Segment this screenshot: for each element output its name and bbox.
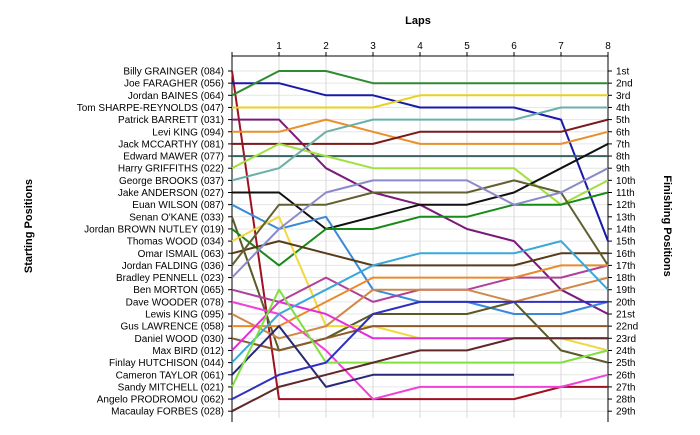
series-line xyxy=(232,118,609,145)
series-line xyxy=(231,300,608,400)
lap-tick-label: 7 xyxy=(558,41,564,52)
starting-position-label: Tom SHARPE-REYNOLDS (047) xyxy=(77,103,224,114)
starting-position-label: Lewis KING (095) xyxy=(145,310,224,321)
finishing-position-label: 15th xyxy=(616,237,635,248)
finishing-position-label: 6th xyxy=(616,127,630,138)
starting-position-label: Max BIRD (012) xyxy=(152,346,224,357)
finishing-position-label: 1st xyxy=(616,67,630,78)
starting-position-label: Jordan BROWN NUTLEY (019) xyxy=(84,224,224,235)
series-line xyxy=(231,288,609,388)
finishing-position-label: 21st xyxy=(616,310,635,321)
finishing-position-label: 25th xyxy=(616,358,635,369)
finishing-position-label: 9th xyxy=(616,164,630,175)
finishing-position-label: 23rd xyxy=(616,334,636,345)
finishing-position-label: 20th xyxy=(616,297,635,308)
series-line xyxy=(231,70,608,401)
finishing-position-label: 11th xyxy=(616,188,635,199)
finishing-position-label: 16th xyxy=(616,249,635,260)
finishing-position-label: 10th xyxy=(616,176,635,187)
starting-position-label: Ben MORTON (065) xyxy=(133,285,224,296)
finishing-position-label: 22nd xyxy=(616,322,638,333)
finishing-position-label: 27th xyxy=(616,382,635,393)
finishing-position-label: 13th xyxy=(616,212,635,223)
series-line xyxy=(231,240,608,267)
lap-tick-label: 2 xyxy=(323,41,329,52)
lap-tick-label: 6 xyxy=(511,41,517,52)
series-line xyxy=(231,337,608,413)
finishing-position-label: 24th xyxy=(616,346,635,357)
finishing-position-label: 14th xyxy=(616,224,635,235)
labels: 1 2 3 4 5 6 7 8 Billy GRAINGER (084)Joe FARAGHER… xyxy=(77,41,639,418)
starting-position-label: George BROOKS (037) xyxy=(119,176,224,187)
finishing-position-label: 12th xyxy=(616,200,635,211)
lap-tick-label: 4 xyxy=(417,41,423,52)
starting-position-label: Cameron TAYLOR (061) xyxy=(116,370,224,381)
starting-position-label: Bradley PENNELL (023) xyxy=(116,273,224,284)
starting-position-label: Euan WILSON (087) xyxy=(132,200,224,211)
series-line xyxy=(232,94,608,109)
finishing-position-label: 17th xyxy=(616,261,635,272)
starting-position-label: Senan O'KANE (033) xyxy=(129,212,224,223)
y-axis-right-label: Finishing Positions xyxy=(661,175,673,276)
series-line xyxy=(231,179,609,267)
starting-position-label: Dave WOODER (078) xyxy=(126,297,224,308)
series-line xyxy=(231,70,608,97)
finishing-position-label: 8th xyxy=(616,152,630,163)
starting-position-label: Omar ISMAIL (063) xyxy=(138,249,224,260)
series-line xyxy=(231,276,609,340)
finishing-position-label: 29th xyxy=(616,407,635,418)
series-line xyxy=(231,142,609,206)
lap-tick-label: 5 xyxy=(464,41,470,52)
y-axis-left-label: Starting Positions xyxy=(23,179,35,273)
starting-position-label: Macaulay FORBES (028) xyxy=(111,407,224,418)
starting-position-label: Joe FARAGHER (056) xyxy=(124,79,224,90)
starting-position-label: Jordan FALDING (036) xyxy=(122,261,224,272)
chart-title: Laps xyxy=(405,15,431,27)
starting-position-label: Angelo PRODROMOU (062) xyxy=(97,395,224,406)
finishing-position-label: 4th xyxy=(616,103,630,114)
starting-position-label: Patrick BARRETT (031) xyxy=(118,115,224,126)
series-line xyxy=(231,240,609,364)
finishing-position-label: 3rd xyxy=(616,91,630,102)
series-line xyxy=(232,264,608,328)
finishing-position-label: 19th xyxy=(616,285,635,296)
series-lines xyxy=(231,70,609,413)
series-line xyxy=(231,300,609,401)
finishing-position-label: 7th xyxy=(616,139,630,150)
starting-position-label: Gus LAWRENCE (058) xyxy=(120,322,224,333)
finishing-position-label: 2nd xyxy=(616,79,633,90)
starting-position-label: Daniel WOOD (030) xyxy=(135,334,224,345)
starting-position-label: Edward MAWER (077) xyxy=(123,152,224,163)
starting-position-label: Sandy MITCHELL (021) xyxy=(118,382,224,393)
series-line xyxy=(231,325,514,388)
series-line xyxy=(231,167,609,279)
series-line xyxy=(232,118,609,145)
lap-tick-label: 3 xyxy=(370,41,376,52)
starting-position-label: Billy GRAINGER (084) xyxy=(123,67,224,78)
starting-position-label: Thomas WOOD (034) xyxy=(127,237,224,248)
starting-position-label: Finlay HUTCHISON (044) xyxy=(109,358,224,369)
lap-tick-label: 8 xyxy=(605,41,611,52)
starting-position-label: Jordan BAINES (064) xyxy=(128,91,224,102)
starting-position-label: Harry GRIFFITHS (022) xyxy=(118,164,224,175)
starting-position-label: Jake ANDERSON (027) xyxy=(118,188,224,199)
series-line xyxy=(231,106,608,182)
finishing-position-label: 5th xyxy=(616,115,630,126)
lap-tick-label: 1 xyxy=(276,41,282,52)
starting-position-label: Levi KING (094) xyxy=(152,127,224,138)
finishing-position-label: 18th xyxy=(616,273,635,284)
series-line xyxy=(232,82,609,242)
finishing-position-label: 26th xyxy=(616,370,635,381)
starting-position-label: Jack MCCARTHY (081) xyxy=(118,139,224,150)
finishing-position-label: 28th xyxy=(616,395,635,406)
